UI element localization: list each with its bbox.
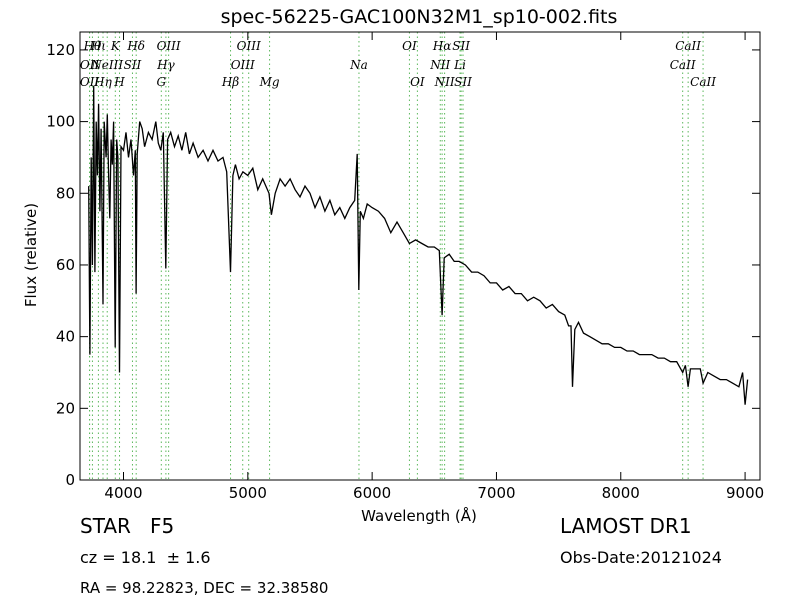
x-tick-label: 8000 [602, 484, 640, 502]
spectral-line-label: OII [80, 58, 100, 72]
spectral-line-label: NeIII [90, 58, 123, 72]
spectral-line-labels: OIIOIIHθHιHηNeIIIKHSIIHδGHγOIIIHβOIIIOII… [80, 39, 716, 89]
y-tick-label: 20 [56, 399, 75, 417]
chart-title: spec-56225-GAC100N32M1_sp10-002.fits [221, 6, 618, 28]
object-class: STAR [80, 514, 131, 538]
spectral-line-label: Hγ [156, 58, 175, 72]
x-axis-label: Wavelength (Å) [361, 506, 477, 525]
spectral-line-label: CaII [670, 58, 696, 72]
spectral-line-label: OII [80, 75, 100, 89]
spectral-line-label: OIII [237, 39, 261, 53]
x-tick-label: 5000 [229, 484, 267, 502]
redshift-text: cz = 18.1 ± 1.6 [80, 548, 211, 567]
spectral-line-label: Mg [259, 75, 280, 89]
spectral-line-label: SII [124, 58, 142, 72]
spectral-line-label: Na [349, 58, 368, 72]
spectral-line-label: K [110, 39, 121, 53]
spectral-line-label: OI [402, 39, 417, 53]
spectral-line-label: OIII [231, 58, 255, 72]
y-tick-label: 40 [56, 328, 75, 346]
spectral-line-label: Hδ [126, 39, 145, 53]
flux-series-line [88, 85, 749, 405]
spectral-line-label: H [113, 75, 125, 89]
plot-frame [79, 31, 761, 481]
spectral-line-label: Hη [93, 75, 112, 89]
x-tick-label: 9000 [726, 484, 764, 502]
spectral-line-label: NII [434, 75, 455, 89]
y-tick-label: 80 [56, 184, 75, 202]
spectral-line-label: Li [453, 58, 466, 72]
spectral-line-label: SII [454, 75, 472, 89]
y-axis-ticks: 0 20 40 60 80 100 120 [46, 41, 760, 489]
coordinates-text: RA = 98.22823, DEC = 32.38580 [80, 579, 329, 597]
spectral-line-label: NII [429, 58, 450, 72]
x-tick-label: 4000 [104, 484, 142, 502]
y-axis-label: Flux (relative) [22, 203, 40, 307]
survey-name: LAMOST DR1 [560, 514, 692, 538]
spectral-line-label: OI [410, 75, 425, 89]
spectral-line-label: Hι [90, 39, 106, 53]
observation-date: Obs-Date:20121024 [560, 548, 722, 567]
spectral-line-label: G [157, 75, 167, 89]
spectral-subclass: F5 [150, 514, 175, 538]
y-tick-label: 60 [56, 256, 75, 274]
y-tick-label: 0 [65, 471, 75, 489]
x-axis-ticks: 4000 5000 6000 7000 8000 9000 [104, 32, 764, 502]
spectral-line-label: CaII [690, 75, 716, 89]
x-tick-label: 6000 [353, 484, 391, 502]
x-tick-label: 7000 [477, 484, 515, 502]
y-tick-label: 120 [46, 41, 75, 59]
spectral-line-markers [89, 32, 704, 480]
spectral-line-label: Hα [432, 39, 452, 53]
spectral-line-label: CaII [675, 39, 701, 53]
spectral-line-label: SII [452, 39, 470, 53]
spectral-line-label: OIII [157, 39, 181, 53]
y-tick-label: 100 [46, 113, 75, 131]
spectral-line-label: Hβ [221, 75, 239, 89]
object-class-row: STAR F5 [80, 514, 174, 538]
